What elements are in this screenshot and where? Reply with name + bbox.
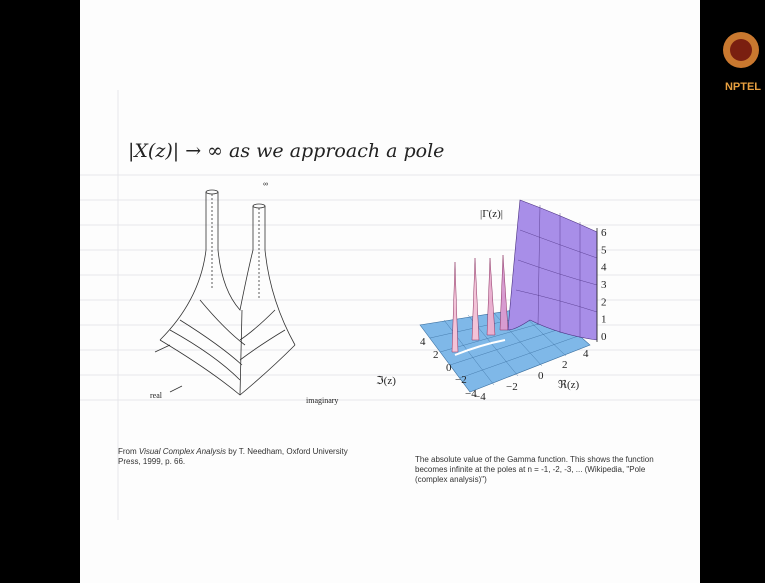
z-tick: 2 (601, 296, 607, 308)
real-tick: −2 (506, 381, 518, 393)
heading: |X(z)| → ∞ as we approach a pole (128, 140, 444, 162)
real-tick: 4 (583, 348, 589, 360)
sketch-label: imaginary (306, 396, 338, 405)
axis-label: |Γ(z)| (480, 208, 503, 220)
imag-tick: 2 (433, 349, 439, 361)
z-tick: 6 (601, 227, 607, 239)
z-tick: 5 (601, 244, 607, 256)
logo-text: NPTEL (725, 81, 761, 93)
logo-emblem (730, 39, 752, 61)
real-tick: 0 (538, 370, 544, 382)
real-tick: −4 (474, 391, 486, 403)
sketch-label: real (150, 391, 163, 400)
slide-art: NPTEL |X(z)| → ∞ as we approach a pole ∞… (0, 0, 765, 583)
imag-tick: 0 (446, 362, 452, 374)
imag-tick: −2 (455, 374, 467, 386)
z-tick: 4 (601, 262, 607, 274)
z-tick: 1 (601, 314, 607, 326)
real-tick: 2 (562, 359, 568, 371)
pole-sketch (155, 190, 295, 395)
screen: From Visual Complex Analysis by T. Needh… (0, 0, 765, 583)
sketch-label: ∞ (263, 181, 268, 188)
z-tick: 0 (601, 331, 607, 343)
axis-label: ℑ(z) (376, 375, 396, 387)
z-tick: 3 (601, 279, 607, 291)
imag-tick: 4 (420, 336, 426, 348)
axis-label: ℜ(z) (558, 379, 579, 391)
